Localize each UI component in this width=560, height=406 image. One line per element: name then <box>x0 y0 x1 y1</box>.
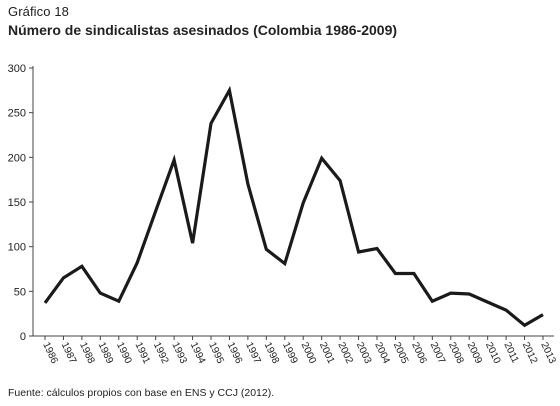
chart-source: Fuente: cálculos propios con base en ENS… <box>8 387 275 399</box>
series-line-0 <box>43 85 544 328</box>
y-tick-label: 100 <box>8 242 26 254</box>
x-tick-label: 2004 <box>372 341 392 366</box>
x-tick-label: 1988 <box>77 341 97 366</box>
x-tick-label: 2008 <box>446 341 466 366</box>
y-tick-label: 250 <box>8 108 26 120</box>
x-tick-label: 1994 <box>188 341 208 366</box>
x-ticks: 1986 1987 1988 1989 1990 1991 1992 1993 1994 1995… <box>40 336 558 366</box>
x-tick-label: 1990 <box>114 341 134 366</box>
y-tick-label: 50 <box>14 286 26 298</box>
x-tick-label: 2000 <box>299 341 319 366</box>
y-tick-label: 300 <box>8 63 26 75</box>
x-tick-label: 2010 <box>483 341 503 366</box>
y-ticks: 0 50 100 150 200 250 300 <box>8 63 33 343</box>
x-tick-label: 1996 <box>225 341 245 366</box>
series-group <box>43 85 544 328</box>
chart-title: Número de sindicalistas asesinados (Colo… <box>8 22 398 38</box>
x-tick-label: 1993 <box>169 341 189 366</box>
x-tick-label: 2002 <box>335 341 355 366</box>
x-tick-label: 2009 <box>465 341 485 366</box>
figure-caption: Gráfico 18 <box>8 4 69 19</box>
x-tick-label: 2006 <box>409 341 429 366</box>
x-tick-label: 2005 <box>391 341 411 366</box>
x-tick-label: 1995 <box>206 341 226 366</box>
y-tick-label: 200 <box>8 152 26 164</box>
x-tick-label: 1992 <box>151 341 171 366</box>
x-tick-label: 1986 <box>40 341 60 366</box>
x-tick-label: 2011 <box>501 341 520 366</box>
x-tick-label: 2013 <box>538 341 558 366</box>
x-tick-label: 1998 <box>262 341 282 366</box>
x-tick-label: 2003 <box>354 341 374 366</box>
y-tick-label: 150 <box>8 197 26 209</box>
x-tick-label: 2007 <box>428 341 448 366</box>
y-tick-label: 0 <box>20 331 26 343</box>
x-tick-label: 1989 <box>96 341 116 366</box>
x-tick-label: 1991 <box>133 341 153 366</box>
x-tick-label: 2001 <box>317 341 337 366</box>
x-tick-label: 1997 <box>243 341 263 366</box>
x-tick-label: 1999 <box>280 341 300 366</box>
x-tick-label: 2012 <box>520 341 540 366</box>
x-tick-label: 1987 <box>59 341 79 366</box>
